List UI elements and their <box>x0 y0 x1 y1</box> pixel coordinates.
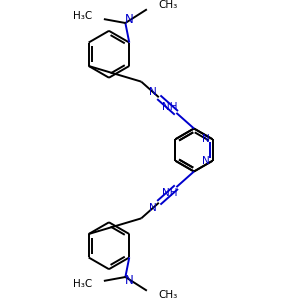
Text: CH₃: CH₃ <box>159 290 178 300</box>
Text: N: N <box>149 87 157 98</box>
Text: N: N <box>202 156 210 166</box>
Text: N: N <box>125 274 134 287</box>
Text: N: N <box>149 202 157 213</box>
Text: N: N <box>202 134 210 144</box>
Text: N: N <box>125 13 134 26</box>
Text: H₃C: H₃C <box>73 11 92 21</box>
Text: NH: NH <box>162 102 177 112</box>
Text: CH₃: CH₃ <box>159 0 178 11</box>
Text: NH: NH <box>162 188 177 198</box>
Text: H₃C: H₃C <box>73 279 92 289</box>
